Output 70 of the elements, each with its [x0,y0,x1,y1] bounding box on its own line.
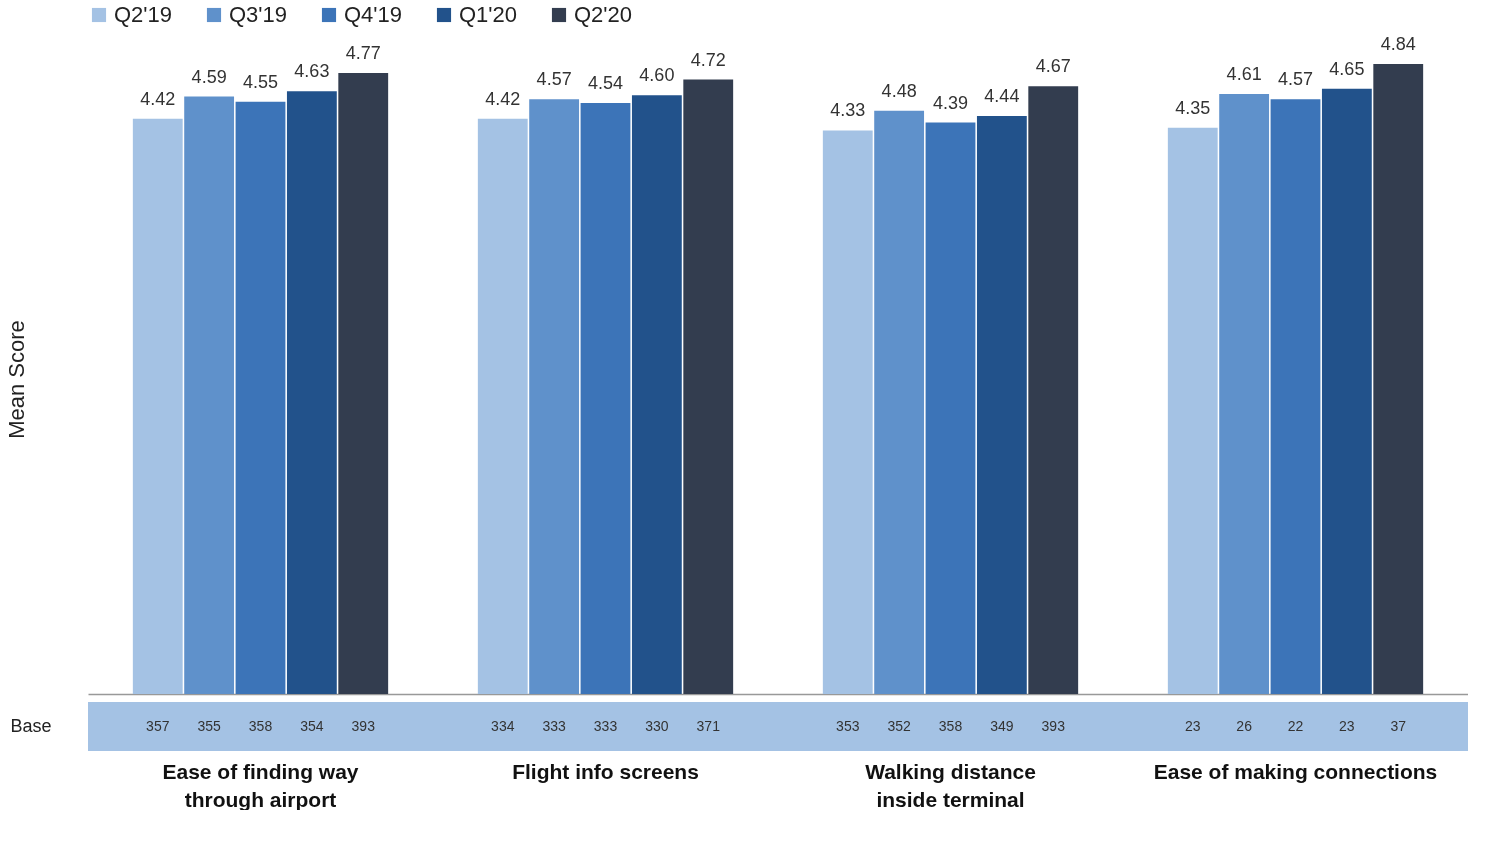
data-label: 4.84 [1380,34,1416,54]
bar [1219,93,1270,694]
bar [1270,99,1321,694]
data-label: 4.59 [191,66,227,87]
text: 393 [351,717,376,734]
text: 333 [542,717,567,734]
legend-label: Q1'20 [459,2,518,27]
bar [580,103,631,694]
data-label: 4.39 [932,92,969,113]
bar [235,101,286,694]
legend-label: Q4'19 [344,2,403,27]
bar [1028,86,1079,694]
data-label: 4.48 [881,80,917,101]
text: 333 [593,717,618,734]
text: 330 [645,717,669,734]
text: 352 [887,717,912,734]
text: 354 [300,717,324,734]
data-label: 4.33 [830,100,866,121]
legend-label: Q3'19 [229,2,288,27]
bar [132,118,183,694]
bar [529,99,580,694]
data-label: 4.67 [1035,56,1071,77]
text: 349 [990,717,1014,734]
data-label: 4.77 [345,43,381,64]
bar [1167,127,1218,694]
text: 393 [1041,717,1066,734]
data-label: 4.54 [587,73,624,94]
y-axis-title: Mean Score [3,320,29,439]
data-label: 4.63 [294,61,330,82]
data-label: 4.72 [690,49,726,70]
bar [631,95,682,694]
data-label: 4.44 [984,86,1020,107]
text: 23 [1184,717,1201,734]
data-label: 4.65 [1329,58,1365,79]
text: 357 [146,717,170,734]
x-tick-label: Ease of making connections [1153,759,1438,783]
data-label: 4.60 [639,65,675,86]
text: 358 [248,717,273,734]
text: 371 [696,717,721,734]
text: 353 [836,717,860,734]
bar [874,110,925,694]
x-tick-label: Flight info screens [512,759,699,783]
data-label: 4.55 [242,71,279,92]
text: Base [10,716,52,736]
bar [925,122,976,694]
bar [683,79,734,694]
text: 358 [938,717,963,734]
data-label: 4.42 [485,88,521,109]
bar [184,96,235,694]
data-label: 4.57 [536,69,572,90]
bar [976,116,1027,694]
text: 22 [1287,717,1304,734]
data-label: 4.57 [1277,69,1314,90]
legend-label: Q2'19 [114,2,173,27]
bar [822,130,873,694]
x-tick-label: Walking distance inside terminal [865,759,1036,811]
data-label: 4.35 [1175,97,1211,118]
data-label: 4.61 [1226,63,1262,84]
text: 355 [197,717,222,734]
text: 334 [491,717,515,734]
legend-label: Q2'20 [574,2,633,27]
bar [1373,64,1424,694]
text: 37 [1390,717,1407,734]
bar [477,118,528,694]
text: 23 [1339,717,1355,734]
bar [286,91,337,694]
bar [1321,88,1372,694]
bar [338,73,389,694]
text: 26 [1236,717,1253,734]
data-label: 4.42 [140,88,176,109]
